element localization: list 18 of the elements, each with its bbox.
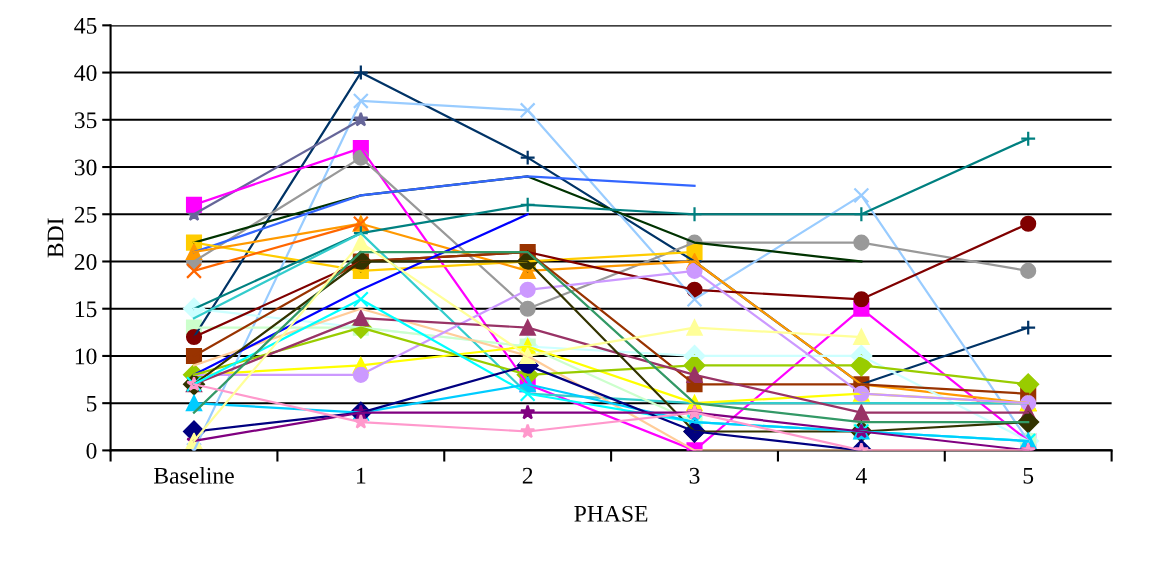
x-tick-label: 1 <box>357 467 366 484</box>
y-tick-label: 25 <box>74 206 97 223</box>
x-axis-title: PHASE <box>574 505 648 522</box>
x-tick-label: Baseline <box>154 467 234 484</box>
x-tick-label: 2 <box>522 467 533 484</box>
y-tick-label: 0 <box>86 442 97 459</box>
y-tick-label: 35 <box>74 112 97 129</box>
y-tick-label: 45 <box>74 17 97 34</box>
y-tick-label: 5 <box>86 395 97 412</box>
x-tick-label: 5 <box>1023 467 1034 484</box>
y-tick-label: 30 <box>74 159 97 176</box>
y-tick-label: 20 <box>74 253 97 270</box>
y-tick-label: 15 <box>75 301 97 318</box>
y-axis-title: BDI <box>47 218 64 258</box>
y-tick-label: 10 <box>75 348 97 365</box>
y-tick-label: 40 <box>74 65 97 81</box>
x-tick-label: 3 <box>689 467 700 484</box>
x-tick-label: 4 <box>855 467 867 484</box>
